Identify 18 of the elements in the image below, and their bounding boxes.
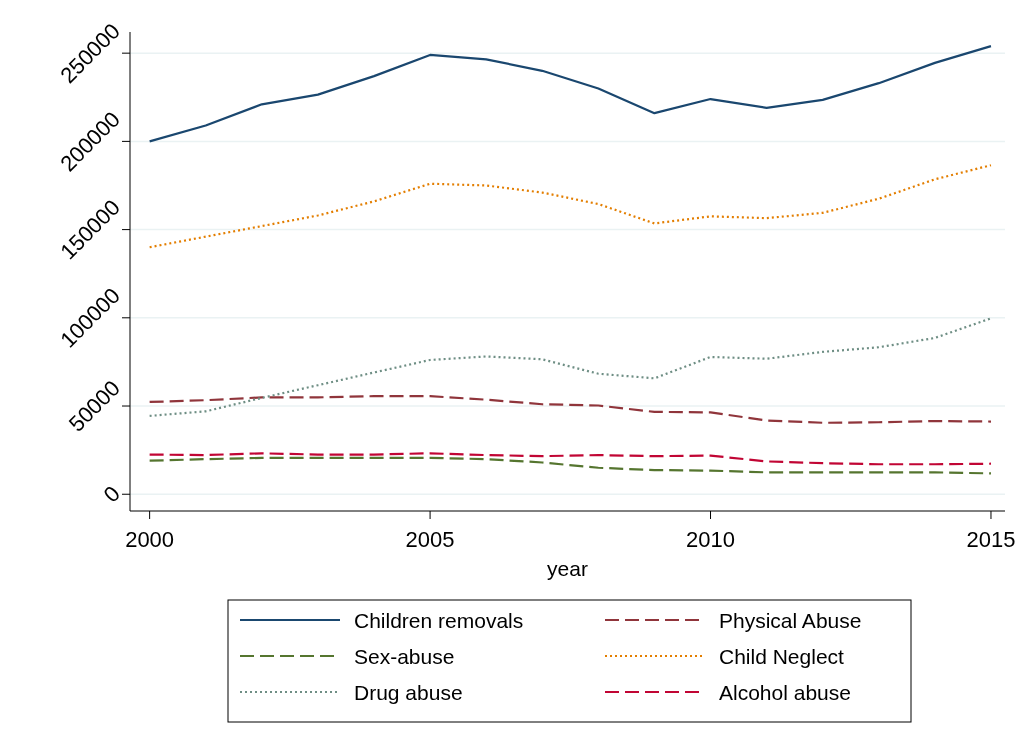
x-tick-label: 2010 [686,527,736,552]
legend-label: Drug abuse [354,681,463,704]
legend-label: Children removals [354,609,524,632]
x-tick-label: 2000 [125,527,175,552]
legend-label: Child Neglect [719,645,845,668]
line-series [148,456,993,475]
line-series [148,317,993,418]
x-tick-label: 2005 [405,527,455,552]
legend-label: Physical Abuse [719,609,862,632]
line-series [148,452,993,466]
legend-label: Alcohol abuse [719,681,851,704]
line-series [148,45,993,143]
line-series [148,395,993,424]
line-series [148,164,993,249]
x-tick-label: 2015 [966,527,1016,552]
x-axis-title: year [547,557,588,580]
legend-label: Sex-abuse [354,645,455,668]
y-tick-label: 0 [98,481,125,508]
